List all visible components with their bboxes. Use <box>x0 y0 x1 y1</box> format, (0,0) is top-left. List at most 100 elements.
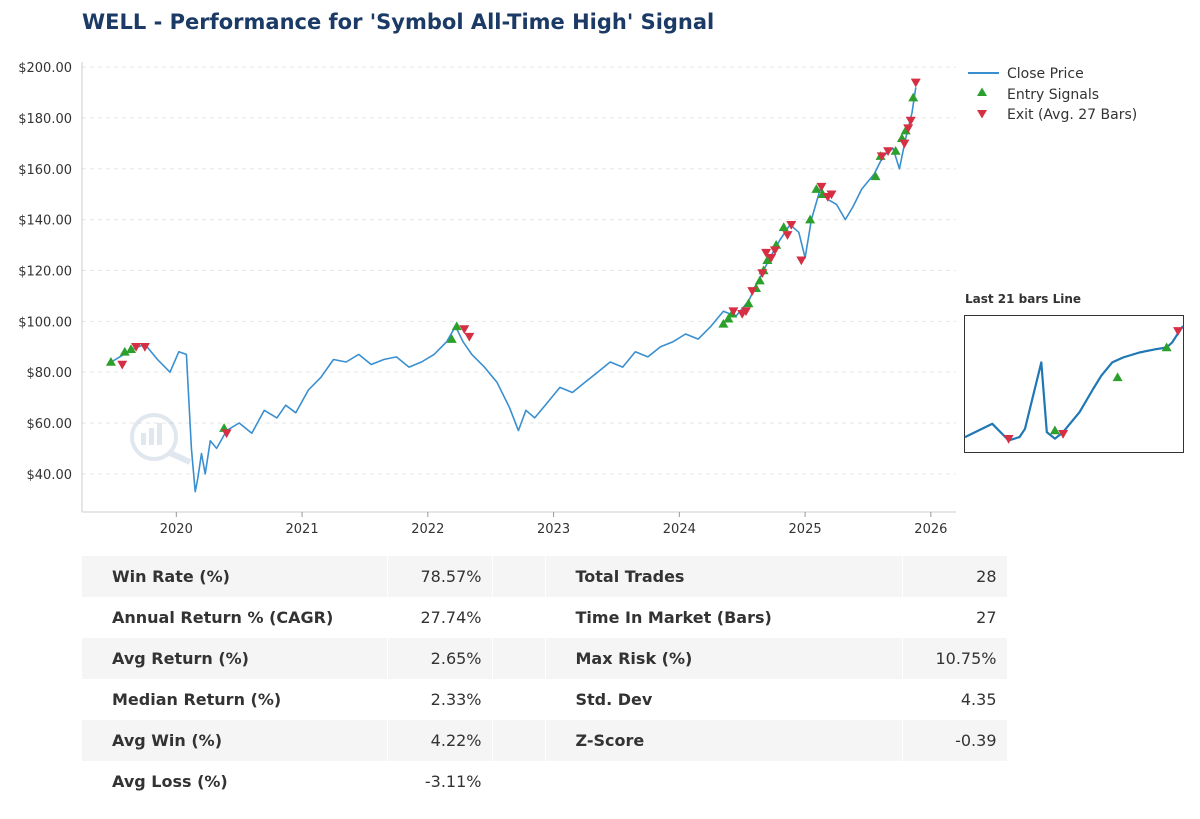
stat-value: 2.33% <box>387 679 493 720</box>
y-tick-label: $140.00 <box>18 214 72 229</box>
legend-entry-signals: Entry Signals <box>1007 87 1099 103</box>
exit-marker <box>786 220 797 230</box>
exit-marker <box>905 116 916 126</box>
entry-marker <box>446 334 457 343</box>
stat-gap <box>492 679 546 720</box>
entry-marker <box>754 275 765 285</box>
stats-table: Win Rate (%) 78.57% Total Trades 28 Annual R… <box>82 556 1008 802</box>
y-tick-label: $60.00 <box>27 417 73 432</box>
stat-value: -0.39 <box>902 720 1008 761</box>
inset-frame <box>964 315 1184 453</box>
inset-chart <box>964 315 1184 453</box>
stats-row: Avg Loss (%) -3.11% <box>82 761 1008 802</box>
exit-marker <box>826 190 837 200</box>
y-tick-label: $120.00 <box>18 264 72 279</box>
entry-signal-markers <box>105 92 919 432</box>
stat-value: 2.65% <box>387 638 493 679</box>
legend: Close Price Entry Signals Exit (Avg. 27 … <box>968 66 1137 123</box>
exit-marker <box>796 256 807 266</box>
entry-marker <box>105 357 116 366</box>
stat-value: 78.57% <box>387 556 493 597</box>
y-tick-label: $40.00 <box>27 468 73 483</box>
exit-marker <box>459 325 470 334</box>
entry-marker <box>778 222 789 232</box>
inset-entry-markers <box>1049 342 1172 435</box>
exit-marker <box>899 139 910 149</box>
stat-label: Time In Market (Bars) <box>545 597 903 638</box>
y-tick-label: $200.00 <box>18 61 72 76</box>
legend-entry-swatch <box>977 87 987 96</box>
exit-marker <box>117 360 128 370</box>
stats-row: Avg Win (%) 4.22% Z-Score -0.39 <box>82 720 1008 761</box>
legend-exit: Exit (Avg. 27 Bars) <box>1007 107 1137 123</box>
exit-marker <box>816 182 827 192</box>
stat-value: 4.35 <box>902 679 1008 720</box>
x-tick-label: 2023 <box>537 522 570 537</box>
exit-marker <box>903 124 914 134</box>
exit-marker <box>221 429 232 439</box>
inset-exit-markers <box>1003 327 1183 444</box>
x-tick-label: 2026 <box>914 522 947 537</box>
stats-row: Avg Return (%) 2.65% Max Risk (%) 10.75% <box>82 638 1008 679</box>
entry-marker <box>718 318 729 328</box>
entry-marker <box>119 346 130 356</box>
stat-value: 4.22% <box>387 720 493 761</box>
inset-exit-marker <box>1003 434 1014 444</box>
entry-marker <box>126 344 137 354</box>
stat-gap <box>492 720 546 761</box>
x-tick-label: 2024 <box>663 522 696 537</box>
stats-row: Annual Return % (CAGR) 27.74% Time In Mark… <box>82 597 1008 638</box>
entry-marker <box>805 214 816 224</box>
stat-value <box>902 761 1008 802</box>
stats-row: Median Return (%) 2.33% Std. Dev 4.35 <box>82 679 1008 720</box>
stat-label: Win Rate (%) <box>82 556 388 597</box>
inset-entry-marker <box>1112 372 1123 382</box>
x-tick-label: 2025 <box>789 522 822 537</box>
stat-label: Avg Win (%) <box>82 720 388 761</box>
exit-marker <box>883 147 894 156</box>
y-tick-label: $180.00 <box>18 112 72 127</box>
inset-entry-marker <box>1049 425 1060 435</box>
stat-value: 28 <box>902 556 1008 597</box>
stat-label: Annual Return % (CAGR) <box>82 597 388 638</box>
exit-marker <box>766 254 777 263</box>
exit-marker <box>910 78 921 88</box>
close-price-line <box>106 87 917 493</box>
stat-value: 27 <box>902 597 1008 638</box>
x-axis-ticks: 2020 2021 2022 2023 2024 2025 2026 <box>160 512 947 537</box>
stat-label: Avg Loss (%) <box>82 761 388 802</box>
inset-exit-marker <box>1173 327 1183 336</box>
watermark-logo <box>130 413 192 465</box>
stat-gap <box>492 556 546 597</box>
y-tick-label: $160.00 <box>18 163 72 178</box>
stat-label: Median Return (%) <box>82 679 388 720</box>
y-axis-ticks: $40.00 $60.00 $80.00 $100.00 $120.00 $140.00 $… <box>18 61 72 483</box>
entry-marker <box>908 92 919 102</box>
entry-marker <box>451 321 462 331</box>
stat-label: Std. Dev <box>545 679 903 720</box>
legend-exit-swatch <box>977 110 987 119</box>
entry-marker <box>870 171 881 181</box>
stat-value: -3.11% <box>387 761 493 802</box>
y-tick-label: $80.00 <box>27 366 73 381</box>
axes <box>81 62 956 513</box>
stat-label: Max Risk (%) <box>545 638 903 679</box>
exit-marker <box>139 342 150 352</box>
x-tick-label: 2020 <box>160 522 193 537</box>
grid-lines <box>82 66 956 475</box>
exit-marker <box>747 287 758 296</box>
exit-marker <box>769 246 780 256</box>
exit-marker <box>782 231 793 240</box>
stat-value: 10.75% <box>902 638 1008 679</box>
entry-marker <box>890 145 901 155</box>
exit-signal-markers <box>117 78 921 439</box>
stat-gap <box>492 638 546 679</box>
price-chart: $40.00 $60.00 $80.00 $100.00 $120.00 $140.00 $… <box>18 61 1137 537</box>
x-tick-label: 2021 <box>286 522 319 537</box>
exit-marker <box>761 248 772 258</box>
legend-close-price: Close Price <box>1007 66 1084 82</box>
stat-label: Total Trades <box>545 556 903 597</box>
inset-title: Last 21 bars Line <box>965 292 1082 306</box>
stat-gap <box>492 597 546 638</box>
inset-exit-marker <box>1058 430 1069 439</box>
